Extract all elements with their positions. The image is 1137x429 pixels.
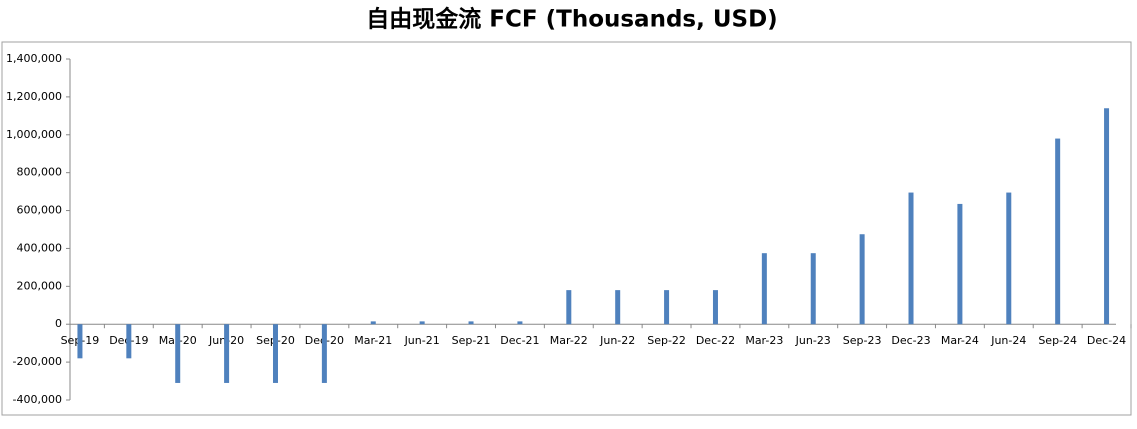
bar: [224, 324, 230, 383]
bar: [370, 321, 376, 325]
x-tick-label: Mar-23: [745, 334, 783, 347]
x-tick-label: Mar-22: [550, 334, 588, 347]
plot-frame: [1, 41, 1132, 416]
x-tick-label: Sep-23: [843, 334, 882, 347]
y-tick-label: 400,000: [17, 241, 63, 254]
bar: [468, 321, 474, 325]
bar: [321, 324, 327, 383]
bar: [517, 321, 523, 325]
bar: [77, 324, 83, 359]
x-tick-label: Dec-23: [891, 334, 930, 347]
x-tick-label: Dec-24: [1087, 334, 1126, 347]
y-tick-label: 200,000: [17, 279, 63, 292]
bar: [859, 234, 865, 325]
bar: [664, 290, 670, 325]
x-tick-label: Sep-21: [452, 334, 491, 347]
bar: [419, 321, 425, 325]
x-tick-label: Sep-22: [647, 334, 686, 347]
bar: [1104, 108, 1110, 325]
x-tick-label: Mar-24: [941, 334, 979, 347]
y-tick-label: 600,000: [17, 204, 63, 217]
x-tick-label: Jun-24: [990, 334, 1026, 347]
x-tick-label: Mar-21: [354, 334, 392, 347]
bar: [175, 324, 181, 383]
bar: [810, 253, 816, 325]
x-tick-label: Dec-21: [500, 334, 539, 347]
y-tick-label: 1,400,000: [6, 52, 62, 65]
bar: [272, 324, 278, 383]
x-tick-label: Dec-22: [696, 334, 735, 347]
y-tick-label: 800,000: [17, 166, 63, 179]
bar: [1055, 138, 1061, 325]
y-tick-label: -400,000: [13, 393, 62, 406]
bar: [761, 253, 767, 325]
bar: [712, 290, 718, 325]
y-tick-label: -200,000: [13, 355, 62, 368]
bar: [908, 192, 914, 325]
x-tick-label: Jun-22: [599, 334, 635, 347]
x-tick-label: Jun-21: [404, 334, 440, 347]
y-tick-label: 1,000,000: [6, 128, 62, 141]
bar: [566, 290, 572, 325]
bar: [126, 324, 132, 359]
x-tick-label: Jun-23: [795, 334, 831, 347]
bar: [615, 290, 621, 325]
y-tick-label: 0: [55, 317, 62, 330]
bar: [957, 203, 963, 325]
x-tick-label: Sep-24: [1038, 334, 1077, 347]
chart-title: 自由现金流 FCF (Thousands, USD): [366, 6, 777, 33]
bar: [1006, 192, 1012, 325]
y-tick-label: 1,200,000: [6, 90, 62, 103]
